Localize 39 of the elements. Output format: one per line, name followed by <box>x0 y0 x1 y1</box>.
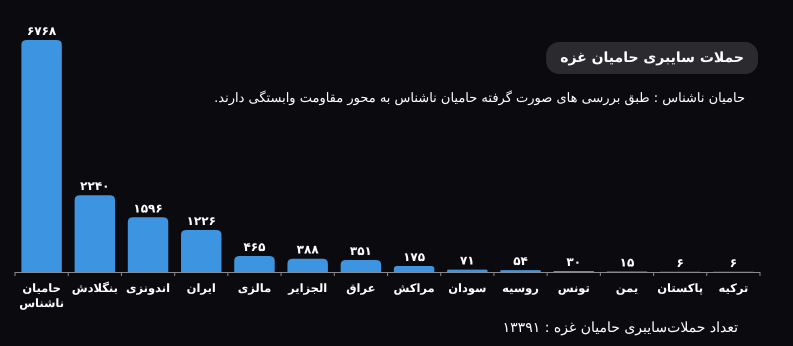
data-label: ۶ <box>730 256 738 270</box>
data-label: ۱۲۲۶ <box>186 214 216 228</box>
data-label: ۱۵۹۶ <box>133 201 163 216</box>
data-label: ۲۲۴۰ <box>80 179 110 194</box>
x-tick-label: پاکستان <box>657 281 704 295</box>
bar <box>234 256 275 272</box>
data-label: ۱۵ <box>620 255 634 270</box>
x-tick-label: ایران <box>186 281 216 295</box>
x-tick-label: مالزی <box>238 281 272 295</box>
data-label: ۶ <box>676 256 684 270</box>
x-tick-label: ترکیه <box>718 281 748 295</box>
bar <box>181 230 222 272</box>
bar <box>21 40 62 272</box>
text: تعداد حملات‌سایبری حامیان غزه : ۱۳۳۹۱ <box>502 320 738 336</box>
x-tick-label: یمن <box>616 281 638 295</box>
x-tick-label: مراکش <box>394 281 435 295</box>
data-label: ۳۵۱ <box>350 244 372 258</box>
bar <box>74 195 116 272</box>
text: حملات سایبری حامیان غزه <box>560 50 744 66</box>
x-tick-label: سودان <box>448 281 486 295</box>
x-tick-label: حامیان ناشناس <box>19 281 64 310</box>
text: حامیان ناشناس : طبق بررسی های صورت گرفته حامیان ناشناس به محور مقاومت وابستگی دارند. <box>214 90 745 106</box>
x-tick-label: اندونزی <box>126 281 170 295</box>
x-tick-label: تونس <box>558 281 590 295</box>
x-tick-label: بنگلادش <box>72 281 118 295</box>
data-label: ۶۷۶۸ <box>26 24 57 38</box>
bar <box>340 260 382 272</box>
x-tick-label: عراق <box>346 281 376 295</box>
bar <box>394 266 434 272</box>
data-label: ۳۸۸ <box>296 242 320 257</box>
bar <box>128 217 168 272</box>
data-label: ۴۶۵ <box>243 240 266 254</box>
data-label: ۱۷۵ <box>403 250 426 264</box>
x-tick-label: الجزایر <box>287 281 328 295</box>
data-label: ۳۰ <box>566 254 582 269</box>
data-label: ۵۴ <box>513 254 528 268</box>
x-tick-label: روسیه <box>502 281 539 295</box>
data-label: ۷۱ <box>460 254 475 268</box>
bar <box>287 258 328 272</box>
